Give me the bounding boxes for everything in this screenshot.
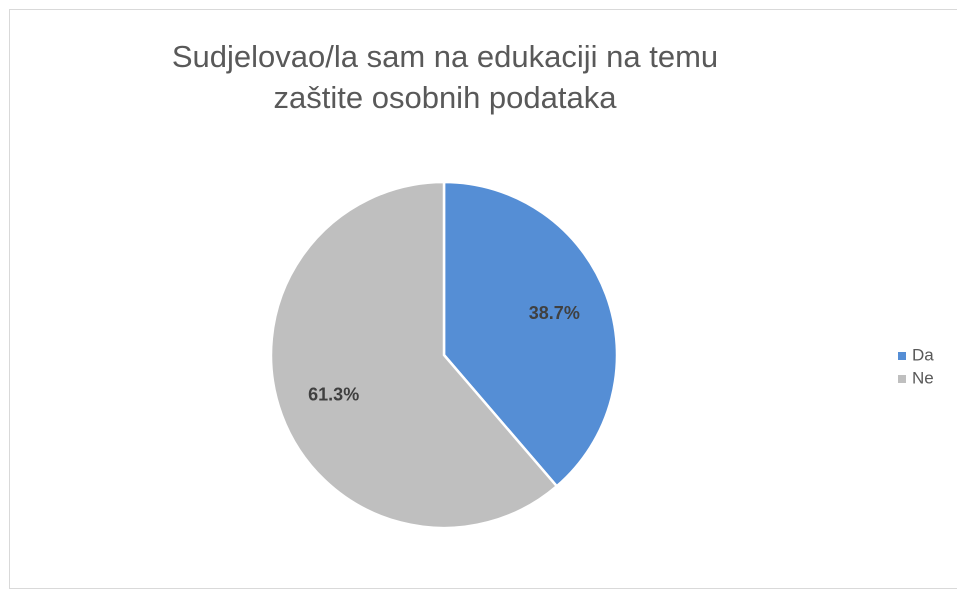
data-label: 61.3% [308, 385, 359, 405]
pie-slice [269, 180, 559, 530]
data-label: 38.7% [529, 303, 580, 323]
legend-swatch [898, 352, 906, 360]
pie-slice [442, 180, 619, 488]
legend-label: Ne [912, 368, 934, 387]
legend-swatch [898, 375, 906, 383]
chart-title: Sudjelovao/la sam na edukaciji na temu z… [171, 39, 719, 115]
legend-label: Da [912, 345, 934, 364]
